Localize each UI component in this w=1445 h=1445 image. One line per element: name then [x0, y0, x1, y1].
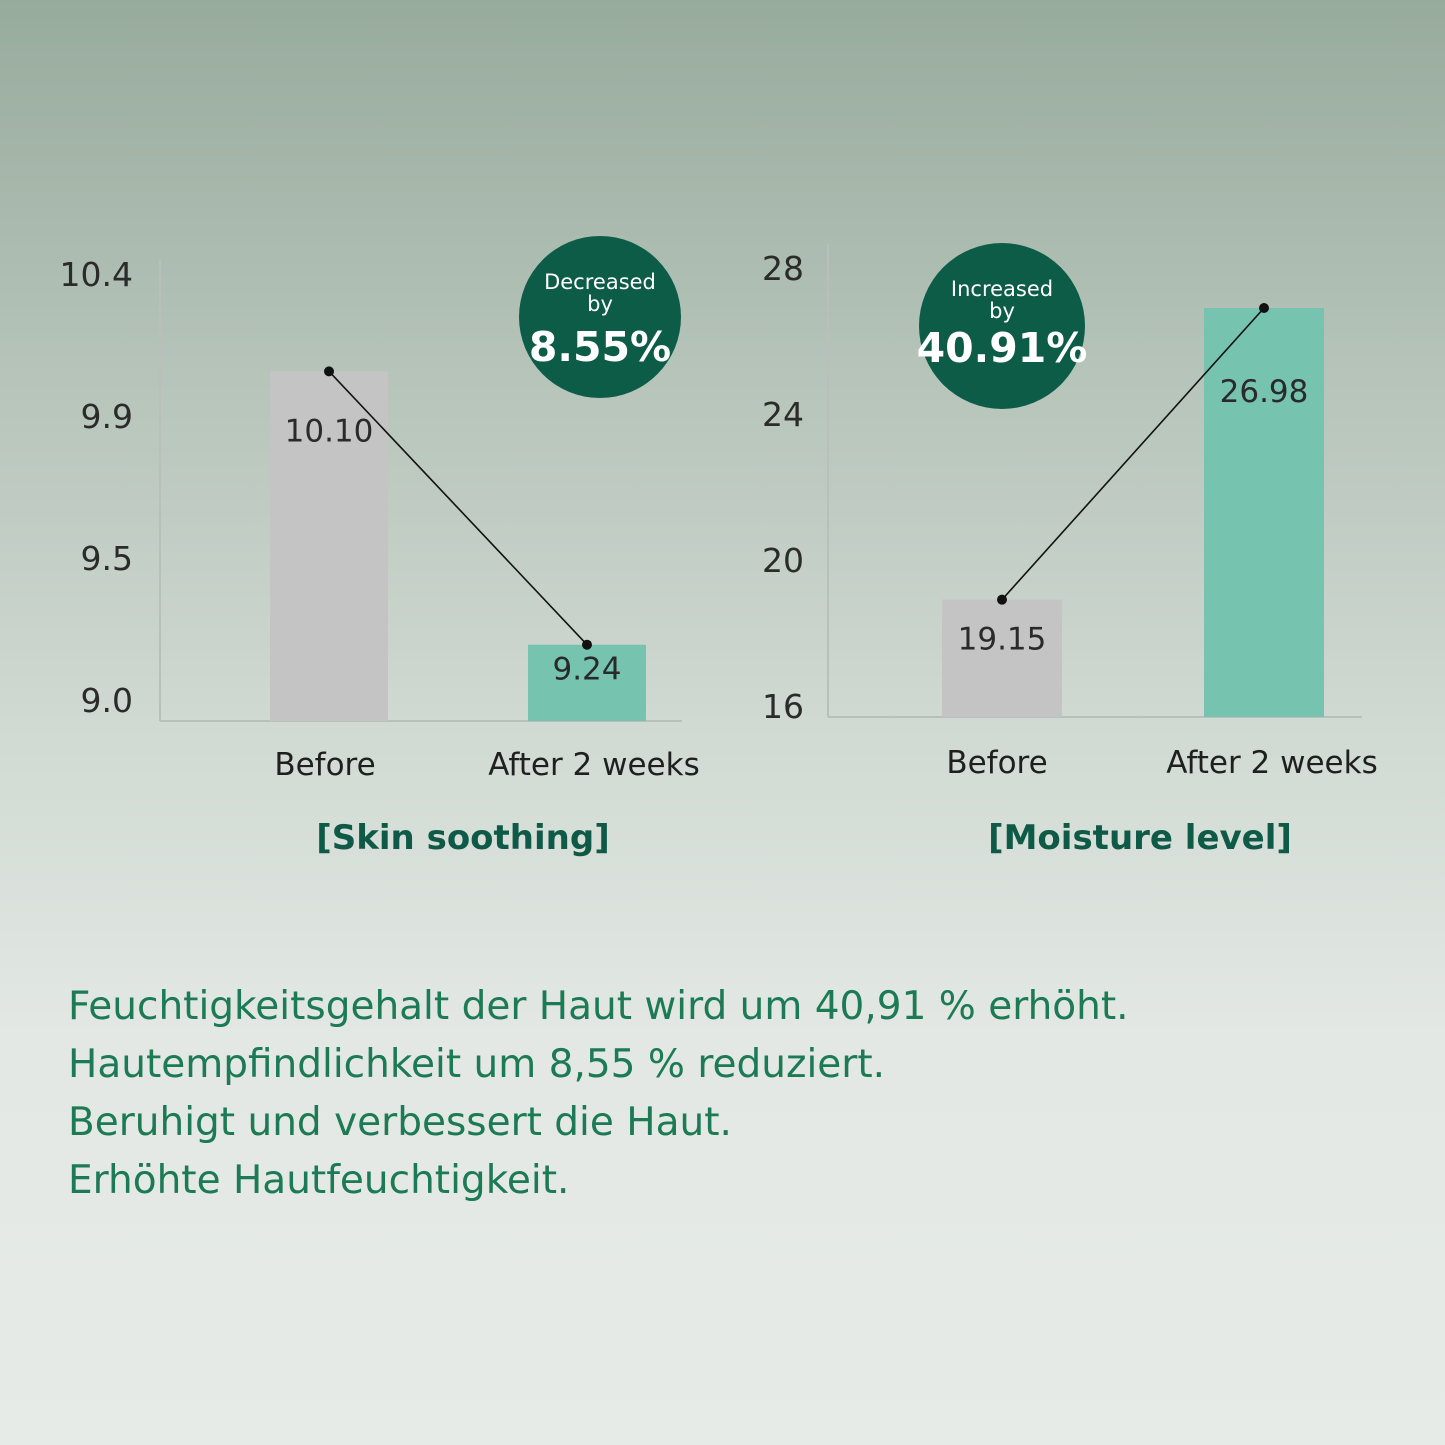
- badge-line2: by: [587, 292, 613, 316]
- data-label: 10.10: [285, 413, 374, 449]
- trend-point: [997, 594, 1007, 605]
- caption-line: Hautempfindlichkeit um 8,55 % reduziert.: [68, 1042, 886, 1087]
- trend-line: [328, 370, 588, 646]
- category-label: After 2 weeks: [488, 747, 699, 783]
- change-badge: [919, 243, 1085, 409]
- charts-area: 9.0 9.5 9.9 10.4 10.10 9.24 Before After 2 week…: [60, 236, 1378, 858]
- caption-line: Erhöhte Hautfeuchtigkeit.: [68, 1158, 570, 1203]
- bar: [528, 644, 646, 721]
- category-label: Before: [274, 747, 375, 783]
- data-label: 26.98: [1220, 374, 1309, 410]
- y-tick-label: 10.4: [60, 255, 133, 294]
- y-tick-label: 9.5: [81, 539, 133, 578]
- trend-point: [582, 639, 592, 650]
- bar: [270, 371, 388, 721]
- caption-text: Feuchtigkeitsgehalt der Haut wird um 40,…: [68, 978, 1129, 1210]
- category-label: After 2 weeks: [1166, 745, 1377, 781]
- data-label: 9.24: [552, 652, 621, 688]
- caption-line: Feuchtigkeitsgehalt der Haut wird um 40,…: [68, 984, 1129, 1029]
- badge-value: 40.91%: [917, 324, 1088, 372]
- y-tick-label: 9.9: [81, 397, 133, 436]
- y-tick-label: 28: [762, 249, 804, 288]
- y-tick-label: 24: [762, 395, 804, 434]
- badge-line1: Increased: [951, 277, 1053, 301]
- data-label: 19.15: [958, 622, 1047, 658]
- badge-line1: Decreased: [544, 270, 656, 294]
- badge-line2: by: [989, 299, 1015, 323]
- y-tick-label: 20: [762, 541, 804, 580]
- category-label: Before: [946, 745, 1047, 781]
- trend-line: [1001, 307, 1265, 601]
- trend-point: [1259, 302, 1269, 313]
- badge-value: 8.55%: [529, 323, 671, 371]
- trend-point: [324, 366, 334, 377]
- bar: [942, 599, 1062, 717]
- chart-title: [Skin soothing]: [316, 818, 609, 858]
- bar: [1204, 307, 1324, 717]
- y-tick-label: 9.0: [81, 681, 133, 720]
- caption-line: Beruhigt und verbessert die Haut.: [68, 1100, 732, 1145]
- change-badge: [519, 236, 681, 398]
- y-tick-label: 16: [762, 687, 804, 726]
- chart-title: [Moisture level]: [988, 818, 1292, 858]
